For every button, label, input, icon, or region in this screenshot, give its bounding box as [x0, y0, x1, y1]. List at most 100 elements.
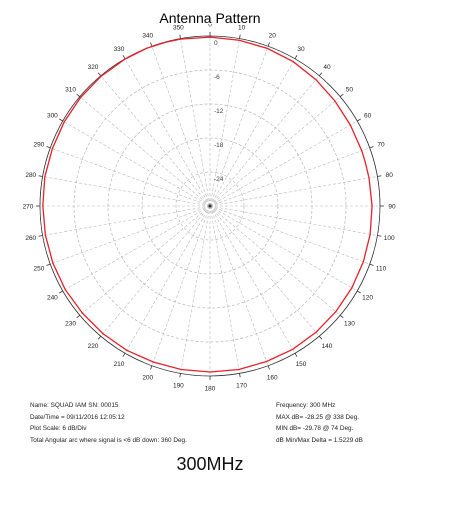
- radial-spoke: [209, 205, 240, 374]
- radial-spoke: [209, 75, 320, 207]
- angle-tick: [239, 34, 241, 39]
- pattern-point: [315, 79, 317, 81]
- info-angular-arc: Total Angular arc where signal is <6 dB …: [30, 436, 187, 444]
- angle-tick: [267, 42, 270, 47]
- radial-spoke: [209, 205, 341, 316]
- radial-tick-label: -18: [214, 142, 224, 149]
- radial-spoke: [151, 205, 211, 366]
- pattern-point: [81, 312, 83, 314]
- angle-tick-label: 170: [236, 383, 247, 390]
- angle-tick: [369, 263, 374, 266]
- pattern-point: [152, 361, 154, 363]
- angle-tick-label: 20: [269, 32, 277, 39]
- angle-tick-label: 150: [296, 361, 307, 368]
- angle-tick-label: 350: [173, 24, 184, 31]
- radial-spoke: [42, 205, 211, 236]
- radial-spoke: [209, 120, 358, 207]
- radial-spoke: [209, 176, 378, 207]
- pattern-point: [165, 41, 167, 43]
- angle-tick: [339, 314, 344, 319]
- angle-tick: [377, 235, 382, 237]
- angle-tick-label: 120: [362, 295, 373, 302]
- angle-tick-label: 200: [142, 375, 153, 382]
- radial-spoke: [50, 147, 211, 207]
- angle-tick-label: 330: [114, 46, 125, 53]
- angle-tick-label: 220: [88, 343, 99, 350]
- radial-spoke: [209, 58, 296, 207]
- angle-tick: [179, 373, 181, 378]
- angle-tick-label: 140: [322, 343, 333, 350]
- pattern-point: [238, 368, 240, 371]
- pattern-point: [362, 261, 364, 263]
- pattern-point: [51, 148, 53, 150]
- radial-spoke: [209, 96, 341, 207]
- polar-plot: 0 10 20 30 40 50 60 70 80 90 100 110 120 130 140 150 160…: [23, 24, 396, 393]
- pattern-point: [64, 288, 66, 291]
- pattern-point: [265, 360, 268, 363]
- radial-tick-label: -24: [214, 176, 224, 183]
- angle-tick: [267, 365, 270, 370]
- radial-spoke: [209, 38, 240, 207]
- pattern-point: [351, 287, 353, 289]
- radial-spoke: [79, 205, 211, 316]
- angle-tick-label: 40: [323, 64, 331, 71]
- angle-tick: [59, 118, 63, 122]
- angle-tick-label: 110: [376, 266, 387, 273]
- pattern-point: [238, 39, 240, 41]
- angle-tick-label: 0: [208, 24, 212, 29]
- angle-tick-label: 190: [173, 383, 184, 390]
- angle-tick-label: 280: [25, 172, 36, 179]
- info-delta: dB Min/Max Delta = 1.5229 dB: [276, 436, 363, 444]
- radial-spoke: [180, 205, 211, 374]
- pattern-point: [102, 333, 104, 335]
- radial-spoke: [50, 205, 211, 265]
- angle-tick: [76, 314, 81, 319]
- angle-tick-label: 300: [47, 113, 58, 120]
- angle-tick-label: 100: [384, 235, 395, 242]
- angle-tick-label: 260: [25, 235, 36, 242]
- angle-tick: [318, 72, 323, 77]
- grid-circle: [175, 171, 245, 241]
- angle-tick: [239, 373, 241, 378]
- pattern-point: [334, 100, 336, 102]
- info-left-panel: Name: SQUAD IAM SN: 00015 Date/Time = 09…: [30, 400, 187, 446]
- radial-spoke: [209, 205, 358, 292]
- angle-tick: [46, 146, 51, 149]
- radial-tick-label: 0: [214, 40, 218, 47]
- angle-tick: [357, 290, 361, 294]
- angle-tick: [377, 175, 382, 177]
- radial-tick-label: -12: [214, 108, 224, 115]
- info-name: Name: SQUAD IAM SN: 00015: [30, 402, 119, 409]
- angle-tick: [122, 55, 126, 59]
- pattern-point: [80, 96, 82, 99]
- pattern-point: [292, 348, 294, 350]
- pattern-point: [335, 311, 337, 313]
- angle-tick: [97, 335, 102, 340]
- radial-spoke: [209, 205, 320, 337]
- radial-spoke: [209, 147, 370, 207]
- pattern-point: [209, 371, 211, 373]
- angle-tick: [59, 290, 63, 294]
- pattern-point: [292, 61, 294, 63]
- pattern-point: [364, 160, 366, 163]
- pattern-point: [369, 233, 371, 235]
- angle-tick: [294, 353, 298, 357]
- angle-tick-label: 60: [364, 113, 372, 120]
- angle-tick: [318, 335, 323, 340]
- trace-layer: [42, 36, 373, 373]
- angle-tick: [76, 93, 81, 98]
- pattern-point: [145, 47, 147, 49]
- angle-tick-label: 310: [65, 87, 76, 94]
- angle-tick-label: 180: [205, 386, 216, 393]
- pattern-point: [124, 58, 126, 60]
- radial-spoke: [180, 38, 211, 207]
- pattern-point: [361, 150, 363, 152]
- radial-spoke: [62, 120, 211, 207]
- angle-tick-label: 130: [344, 320, 355, 327]
- angle-tick: [150, 365, 153, 370]
- radial-spoke: [209, 205, 378, 236]
- angle-tick: [294, 55, 298, 59]
- angle-tick-label: 320: [88, 64, 99, 71]
- chart-title: Antenna Pattern: [159, 10, 261, 26]
- radial-spoke: [151, 46, 211, 207]
